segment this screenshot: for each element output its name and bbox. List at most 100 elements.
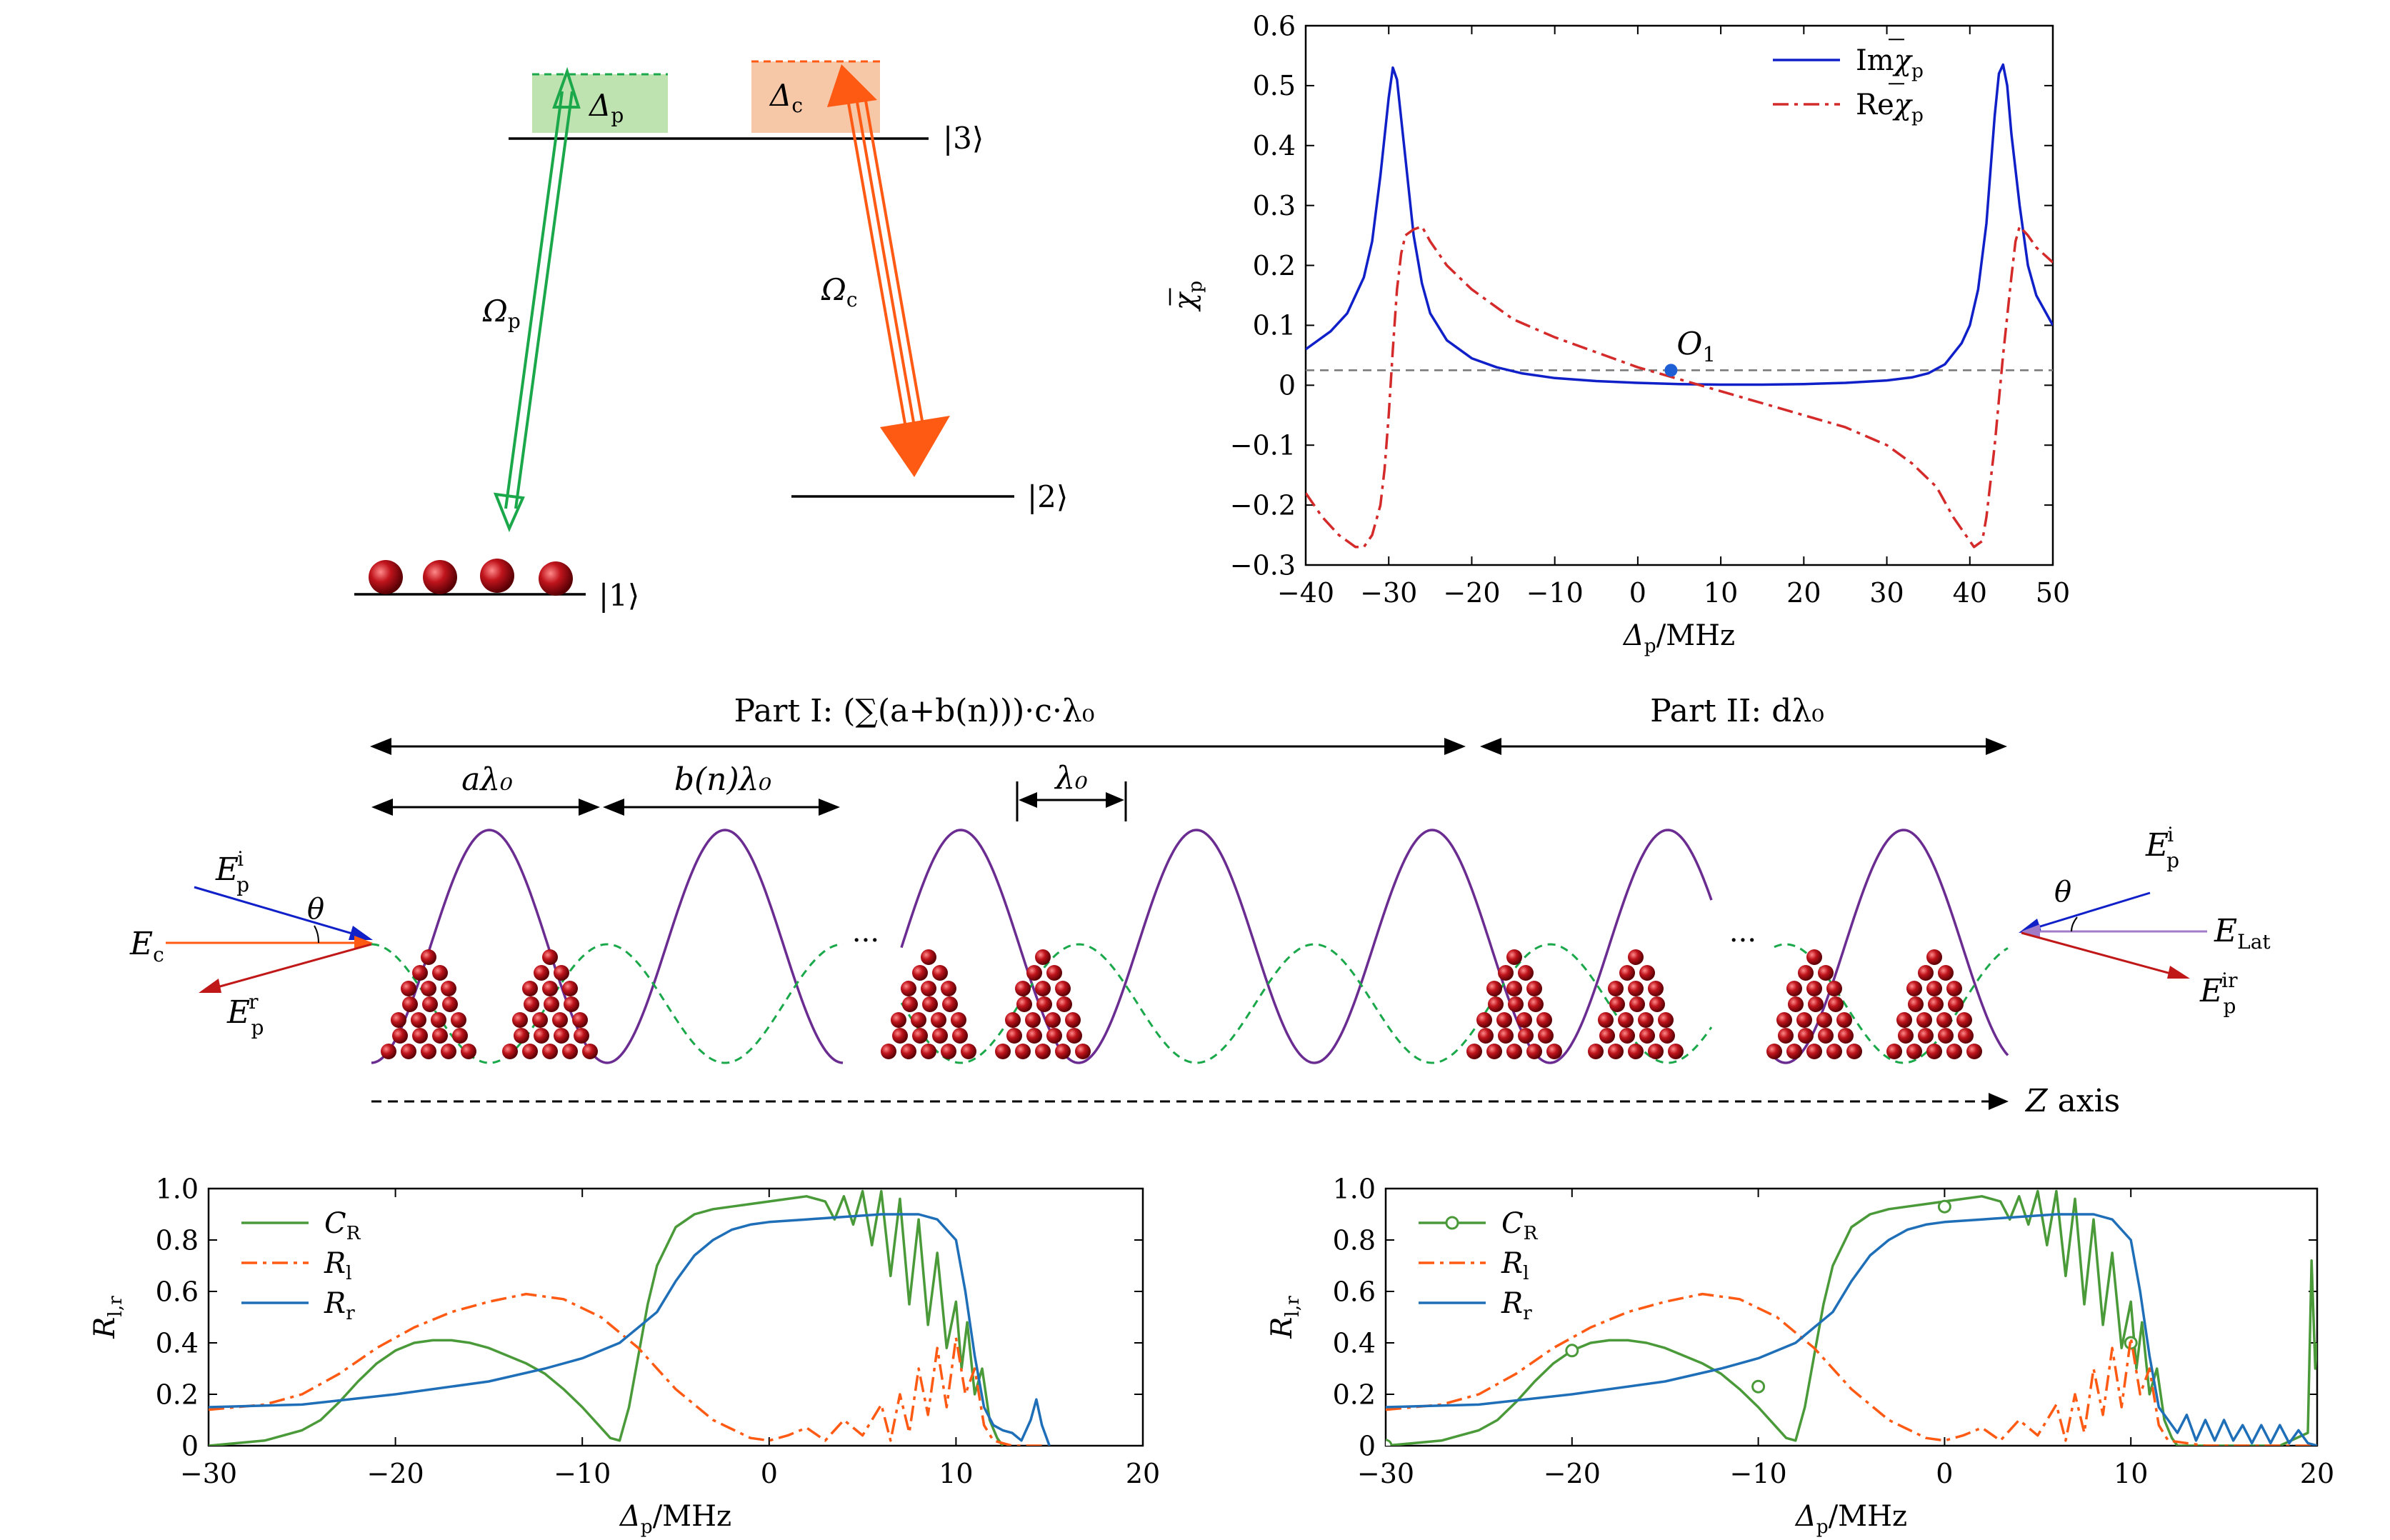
right-Ep-transmitted-label: Eir p: [2199, 969, 2238, 1018]
lattice-atom: [422, 996, 438, 1012]
lattice-atom: [1518, 1028, 1534, 1044]
lattice-atom: [431, 1012, 446, 1028]
x-tick-label: −20: [1443, 577, 1500, 609]
left-probe-incident-arrow: [194, 886, 373, 940]
lattice-atom: [1936, 1012, 1952, 1028]
lattice-atom: [392, 1028, 408, 1044]
lattice-atom: [1886, 1044, 1902, 1059]
coupling-transition-arrow: [827, 64, 950, 477]
lattice-atom: [381, 1044, 396, 1059]
y-tick-label: 0.6: [1333, 1276, 1376, 1307]
lattice-atom: [1498, 1028, 1514, 1044]
y-axis-label: Rl,r: [89, 1296, 126, 1339]
y-tick-label: 1.0: [1333, 1173, 1376, 1204]
legend-label: Rl: [1501, 1247, 1529, 1284]
y-axis-label: Rl,r: [1266, 1296, 1304, 1339]
lattice-atom: [1826, 981, 1842, 996]
lattice-atom: [1798, 1028, 1814, 1044]
lattice-atom: [1896, 1012, 1912, 1028]
lattice-atom: [542, 949, 558, 965]
lattice-atom: [1938, 965, 1954, 981]
lattice-atom: [421, 1044, 436, 1059]
x-tick-label: 10: [939, 1458, 973, 1489]
plot-frame: [207, 1187, 1144, 1447]
lattice-atom: [1476, 1012, 1492, 1028]
lattice-potential-curves: [371, 829, 2009, 1064]
lattice-atom: [1546, 1044, 1562, 1059]
lattice-atom: [1066, 1028, 1082, 1044]
atom-cluster: [1466, 949, 1562, 1059]
series-marker: [1937, 1199, 1951, 1214]
legend-marker: [1445, 1216, 1459, 1230]
a-span-label: aλ₀: [461, 761, 513, 798]
lattice-atom: [1948, 996, 1964, 1012]
lattice-atom: [1619, 1028, 1635, 1044]
reflection-chart-left: −30 −20 −10 0 10 20 0 0.2 0.4 0.6 0.8 1.0 Δp/MHz Rl,r…: [89, 1173, 1160, 1538]
lattice-atom: [1648, 1044, 1664, 1059]
right-ELat-label: ELat: [2214, 913, 2271, 954]
optical-lattice-diagram: Part I: (∑(a+b(n)))·c·λ₀ Part II: dλ₀ aλ…: [129, 693, 2271, 1119]
lattice-atom: [1659, 1028, 1675, 1044]
lattice-atom: [1025, 1012, 1041, 1028]
left-Ec-label: Ec: [129, 926, 164, 966]
lattice-atom: [544, 996, 559, 1012]
lattice-atom: [564, 996, 579, 1012]
lattice-atom: [1798, 965, 1814, 981]
lattice-atom: [1846, 1044, 1862, 1059]
y-tick-label: 0.8: [1333, 1224, 1376, 1256]
level-3-label: |3⟩: [943, 121, 984, 156]
y-tick-label: 0.2: [156, 1379, 199, 1410]
y-tick-label: 0.6: [156, 1276, 199, 1307]
lattice-atom: [1609, 996, 1625, 1012]
lattice-atom: [1908, 996, 1924, 1012]
lattice-atom: [1619, 965, 1635, 981]
x-tick-label: −10: [554, 1458, 611, 1489]
x-tick-label: −30: [180, 1458, 237, 1489]
x-tick-label: 0: [1629, 577, 1646, 609]
series-line-1: [1386, 1292, 2317, 1446]
lattice-atom: [1599, 1028, 1615, 1044]
lattice-atom: [562, 1044, 578, 1059]
lattice-potential-segment: [371, 829, 844, 1064]
series-marker: [1751, 1379, 1766, 1394]
x-tick-label: 40: [1953, 577, 1987, 609]
atom-cluster: [995, 949, 1091, 1059]
lattice-atom: [552, 1012, 568, 1028]
atom-cluster: [1766, 949, 1862, 1059]
lattice-atom: [441, 981, 456, 996]
lattice-atom: [1015, 981, 1031, 996]
right-theta-arc: [2071, 916, 2078, 932]
lattice-atom: [1526, 1044, 1542, 1059]
lattice-atom: [554, 965, 569, 981]
lattice-atom: [1836, 1012, 1852, 1028]
x-tick-label: 0: [761, 1458, 778, 1489]
lattice-atom: [411, 1012, 426, 1028]
lattice-atom: [1776, 1012, 1792, 1028]
lattice-atom: [1828, 996, 1844, 1012]
lattice-atom: [1006, 1028, 1022, 1044]
y-tick-label: 0.2: [1333, 1379, 1376, 1410]
lattice-atom: [1958, 1028, 1974, 1044]
lattice-atom: [951, 1012, 966, 1028]
a-span-arrow: [371, 799, 600, 816]
atom-cluster: [1588, 949, 1684, 1059]
x-tick-label: 0: [1936, 1458, 1953, 1489]
x-tick-label: 20: [2300, 1458, 2334, 1489]
lattice-atom: [1808, 996, 1824, 1012]
y-axis-label: χp: [1169, 281, 1206, 312]
y-tick-label: 0.3: [1253, 190, 1296, 221]
energy-level-diagram: |3⟩ |2⟩ |1⟩ Δp Δc Ωp Ωc: [354, 60, 1068, 613]
lattice-atom: [995, 1044, 1011, 1059]
x-tick-label: −10: [1729, 1458, 1786, 1489]
lattice-atom: [542, 981, 558, 996]
y-tick-label: −0.3: [1230, 549, 1296, 581]
lattice-atom: [941, 981, 956, 996]
x-tick-label: 10: [2114, 1458, 2148, 1489]
ground-atom: [369, 560, 403, 594]
lattice-atom: [532, 1012, 548, 1028]
left-coupling-arrow: [166, 936, 373, 950]
lattice-atom: [1618, 1012, 1634, 1028]
lattice-atom: [1946, 1044, 1962, 1059]
lattice-atom: [1506, 981, 1522, 996]
susceptibility-chart: −40 −30 −20 −10 0 10 20 30 40 50 −0.3 −0.2 −0.1 0 0.1 0…: [1169, 10, 2070, 657]
